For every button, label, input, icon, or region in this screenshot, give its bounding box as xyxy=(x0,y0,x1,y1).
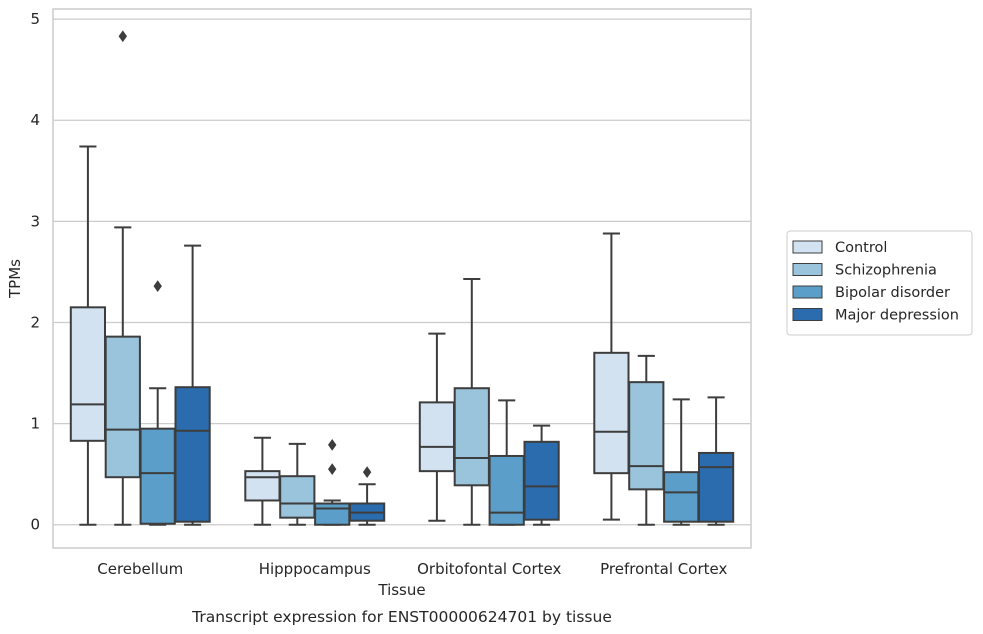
box-body xyxy=(69,306,107,442)
box-body xyxy=(628,381,665,491)
y-axis-label: TPMs xyxy=(6,259,24,299)
box-2-0 xyxy=(418,332,456,522)
outlier-point xyxy=(153,280,162,292)
legend-swatch xyxy=(792,263,823,276)
box-3-3 xyxy=(697,396,735,526)
box-body xyxy=(663,471,700,523)
x-tick-label: Hipppocampus xyxy=(259,560,371,578)
legend-item: Major depression xyxy=(792,308,959,324)
box-1-2 xyxy=(314,438,351,526)
box-0-3 xyxy=(174,244,211,526)
x-tick-label: Orbitofontal Cortex xyxy=(417,560,561,578)
box-2-3 xyxy=(523,424,560,526)
box-0-2 xyxy=(139,280,176,526)
box-2-1 xyxy=(453,278,490,526)
legend: Control Schizophrenia Bipolar disorder Majo… xyxy=(786,230,973,336)
box-body xyxy=(174,386,211,523)
x-tick-label: Prefrontal Cortex xyxy=(600,560,727,578)
legend-item: Schizophrenia xyxy=(792,263,937,279)
legend-swatch xyxy=(792,285,823,299)
box-body xyxy=(488,454,525,526)
box-body xyxy=(314,502,351,526)
y-tick-label: 2 xyxy=(30,313,40,331)
legend-label: Major depression xyxy=(835,308,959,324)
box-body xyxy=(418,401,456,473)
box-3-2 xyxy=(663,398,700,526)
y-tick-label: 5 xyxy=(30,10,40,28)
boxes xyxy=(69,30,735,526)
legend-label: Control xyxy=(835,240,887,256)
box-2-2 xyxy=(488,399,525,526)
outlier-point xyxy=(328,463,337,476)
legend-swatch xyxy=(792,308,823,321)
legend-label: Bipolar disorder xyxy=(835,285,950,301)
y-axis-ticks: 0 1 2 3 4 5 xyxy=(30,10,40,534)
box-body xyxy=(697,451,735,523)
y-tick-label: 4 xyxy=(30,111,40,129)
box-0-1 xyxy=(104,30,141,526)
outlier-point xyxy=(328,438,337,451)
box-body xyxy=(139,427,176,525)
box-1-1 xyxy=(279,442,316,526)
y-tick-label: 1 xyxy=(30,415,40,433)
plot-frame xyxy=(52,8,752,549)
chart-caption: Transcript expression for ENST0000062470… xyxy=(191,608,612,626)
grid-lines xyxy=(53,18,751,526)
y-tick-label: 0 xyxy=(30,516,40,534)
legend-item: Control xyxy=(792,240,887,256)
box-1-0 xyxy=(244,436,281,526)
box-body xyxy=(453,387,490,487)
box-body xyxy=(279,475,316,519)
legend-swatch xyxy=(792,240,823,254)
box-body xyxy=(593,351,630,475)
x-axis-ticks: Cerebellum Hipppocampus Orbitofontal Corte… xyxy=(97,560,727,578)
outlier-point xyxy=(118,30,127,43)
box-body xyxy=(244,470,281,502)
box-body xyxy=(104,335,141,479)
box-1-3 xyxy=(348,466,386,526)
x-axis-label: Tissue xyxy=(377,581,425,599)
box-3-0 xyxy=(593,232,630,521)
legend-label: Schizophrenia xyxy=(835,263,937,279)
legend-frame xyxy=(786,230,973,336)
box-3-1 xyxy=(628,354,665,526)
x-tick-label: Cerebellum xyxy=(97,560,183,578)
box-0-0 xyxy=(69,145,107,526)
y-tick-label: 3 xyxy=(30,212,40,230)
box-body xyxy=(523,440,560,521)
legend-item: Bipolar disorder xyxy=(792,285,950,301)
outlier-point xyxy=(362,466,372,479)
